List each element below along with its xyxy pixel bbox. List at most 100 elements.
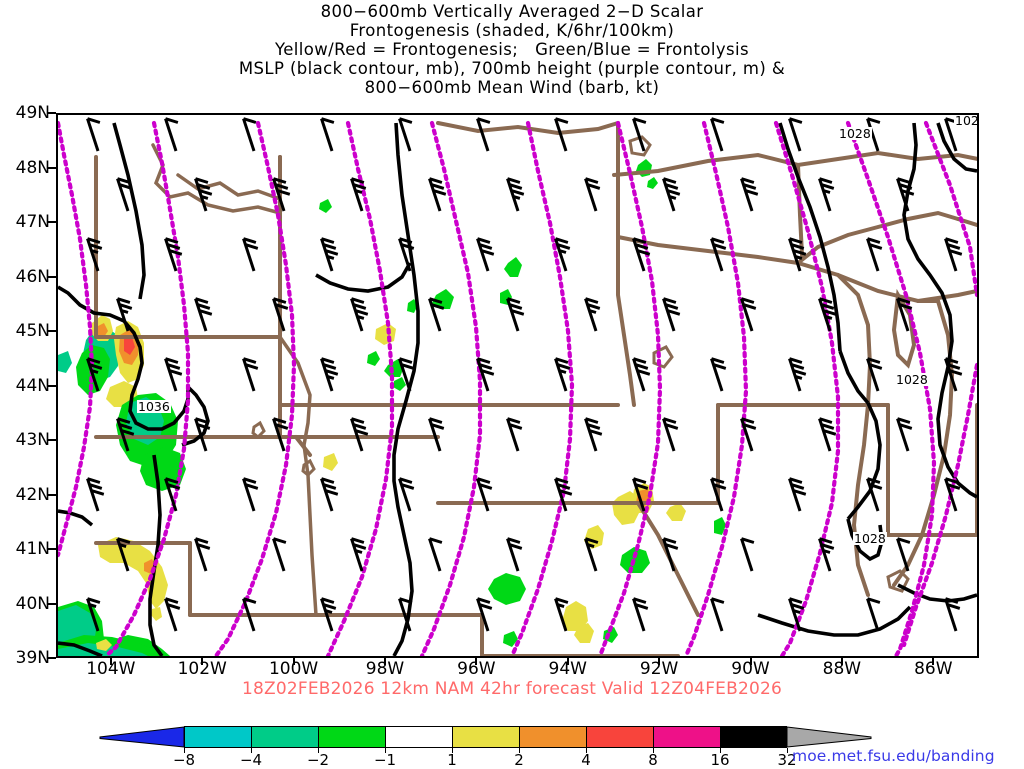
colorbar-cell[interactable] — [519, 726, 586, 748]
shade-green-ill2 — [503, 631, 518, 647]
colorbar-cell[interactable] — [720, 726, 787, 748]
colorbar-cell[interactable] — [653, 726, 720, 748]
height-contour-8 — [683, 120, 749, 656]
colorbar-cell[interactable] — [318, 726, 385, 748]
longitude-label: 92W — [639, 659, 679, 679]
height-contour-7 — [597, 120, 663, 656]
latitude-label: 40N — [15, 593, 50, 614]
latitude-tick — [47, 493, 56, 496]
longitude-tick — [109, 656, 112, 665]
mslp-contour-mn — [315, 262, 412, 293]
shore-lake-winnebago — [886, 569, 910, 593]
colorbar-tick — [452, 748, 453, 753]
mslp-contour-label: 1028 — [853, 531, 887, 546]
shade-orange-bh1 — [96, 323, 108, 337]
longitude-label: 98W — [365, 659, 405, 679]
latitude-tick — [47, 275, 56, 278]
colorbar-label: −1 — [373, 751, 397, 769]
mslp-contour-label: 1028 — [838, 126, 872, 141]
colorbar-under-arrow — [99, 726, 184, 748]
latitude-label: 41N — [15, 539, 50, 559]
latitude-label: 49N — [15, 103, 50, 123]
colorbar-tick — [519, 748, 520, 753]
border-ne-ia — [294, 435, 312, 457]
shade-green-arrow — [319, 199, 332, 213]
colorbar-cell[interactable] — [251, 726, 318, 748]
page-title: 800−600mb Vertically Averaged 2−D Scalar… — [0, 2, 1024, 97]
colorbar-label: −2 — [306, 751, 330, 769]
colorbar-cell[interactable] — [385, 726, 452, 748]
longitude-label: 96W — [457, 659, 496, 679]
shade-yellow-sd-line — [375, 323, 396, 345]
mslp-contour-1036 — [58, 285, 190, 431]
site-watermark[interactable]: moe.met.fsu.edu/banding — [792, 747, 995, 765]
wind-barb-layer — [86, 117, 963, 632]
colorbar-label: 1 — [447, 751, 457, 769]
colorbar-label: 32 — [777, 751, 797, 769]
longitude-label: 104W — [86, 659, 136, 679]
shade-yellow-nwmo2 — [612, 491, 640, 525]
title-line-5: 800−600mb Mean Wind (barb, kt) — [364, 78, 660, 97]
shade-green-mn8 — [647, 177, 658, 189]
shore-mi-up — [796, 210, 960, 265]
longitude-label: 94W — [548, 659, 587, 679]
height-contour-2 — [103, 120, 191, 656]
shade-yellow-centiowa — [584, 525, 604, 549]
shade-teal-left-small — [58, 351, 72, 373]
colorbar-cell[interactable] — [586, 726, 653, 748]
colorbar-cells[interactable] — [184, 726, 787, 748]
shade-green-mn4 — [432, 289, 454, 309]
colorbar-tick — [184, 748, 185, 753]
mslp-contour-label: 1028 — [895, 372, 929, 387]
latitude-tick — [47, 602, 56, 605]
lake-small-2 — [301, 458, 316, 478]
border-mn-wi — [616, 121, 636, 407]
river-redriver — [151, 143, 282, 215]
shade-green-mn6 — [384, 359, 404, 377]
mslp-contour-1028r — [846, 402, 882, 521]
colorbar-label: −4 — [239, 751, 263, 769]
map-plot-area[interactable]: 1036 1028 1028 1028 1028 — [56, 113, 979, 658]
height-contour-5 — [419, 120, 483, 656]
mslp-contour-sw2 — [58, 641, 103, 656]
title-line-3: Yellow/Red = Frontogenesis; Green/Blue =… — [274, 40, 750, 59]
mslp-contour-sse — [897, 583, 977, 603]
latitude-label: 46N — [15, 266, 50, 287]
lake-small-4 — [652, 345, 674, 369]
height-contour-4 — [325, 120, 395, 656]
shade-yellow-necolorado2 — [151, 607, 162, 621]
forecast-caption: 18Z02FEB2026 12km NAM 42hr forecast Vali… — [241, 679, 783, 699]
title-line-1: 800−600mb Vertically Averaged 2−D Scalar — [320, 2, 704, 21]
height-contour-6 — [509, 120, 575, 656]
longitude-tick — [566, 656, 569, 665]
colorbar[interactable]: −8 −4 −2 −1 1 2 4 8 16 32 — [99, 726, 910, 769]
shade-yellow-mo2 — [574, 623, 594, 643]
longitude-tick — [201, 656, 204, 665]
height-contour-1 — [58, 120, 95, 558]
map-canvas — [58, 117, 977, 656]
colorbar-cell[interactable] — [452, 726, 519, 748]
shade-green-iowa2 — [714, 517, 726, 535]
colorbar-label: 8 — [648, 751, 658, 769]
shore-lake-mich-e — [892, 299, 955, 587]
colorbar-tick — [720, 748, 721, 753]
shade-green-neb — [367, 351, 380, 366]
latitude-tick — [47, 548, 56, 550]
latitude-label: 45N — [15, 321, 50, 341]
colorbar-label: 16 — [710, 751, 730, 769]
height-contour-9 — [773, 120, 841, 656]
height700-contour-layer — [58, 120, 977, 656]
colorbar-label: −8 — [172, 751, 196, 769]
title-line-2: Frontogenesis (shaded, K/6hr/100km) — [349, 21, 675, 40]
colorbar-cell[interactable] — [184, 726, 251, 748]
mslp-contour-1028ne — [936, 122, 977, 173]
shade-green-ill — [488, 573, 526, 605]
river-platte — [176, 173, 282, 201]
longitude-tick — [383, 656, 386, 665]
mslp-contour-ms — [757, 605, 912, 637]
shade-yellow-iowa3 — [666, 503, 686, 521]
height-contour-12 — [901, 362, 977, 648]
latitude-label: 44N — [15, 375, 50, 396]
longitude-label: 90W — [731, 659, 770, 679]
